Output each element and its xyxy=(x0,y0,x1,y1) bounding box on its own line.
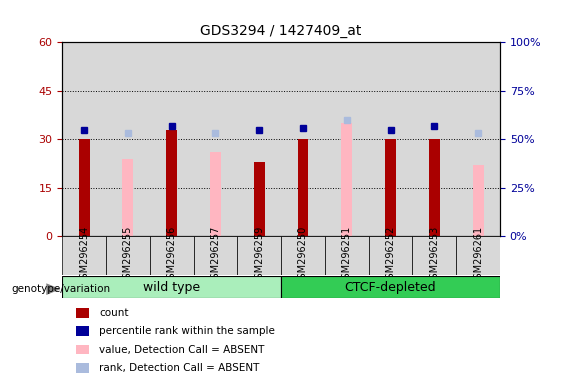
Bar xyxy=(62,276,281,298)
Bar xyxy=(281,276,500,298)
Text: GSM296259: GSM296259 xyxy=(254,226,264,285)
Text: GSM296257: GSM296257 xyxy=(210,226,220,285)
Text: count: count xyxy=(99,308,128,318)
Bar xyxy=(62,42,106,236)
Text: GSM296256: GSM296256 xyxy=(167,226,177,285)
Bar xyxy=(412,236,457,275)
Bar xyxy=(412,42,457,236)
Bar xyxy=(281,236,325,275)
Text: rank, Detection Call = ABSENT: rank, Detection Call = ABSENT xyxy=(99,363,259,373)
Bar xyxy=(457,236,500,275)
Text: GSM296250: GSM296250 xyxy=(298,226,308,285)
Text: GSM296254: GSM296254 xyxy=(79,226,89,285)
Bar xyxy=(106,236,150,275)
Bar xyxy=(325,236,369,275)
Text: GSM296255: GSM296255 xyxy=(123,226,133,285)
Text: wild type: wild type xyxy=(143,281,200,293)
Bar xyxy=(150,42,193,236)
Bar xyxy=(457,42,500,236)
Bar xyxy=(254,162,264,236)
Text: CTCF-depleted: CTCF-depleted xyxy=(345,281,436,293)
Polygon shape xyxy=(46,283,60,295)
Bar xyxy=(298,139,308,236)
Bar xyxy=(369,236,412,275)
Bar xyxy=(123,159,133,236)
Title: GDS3294 / 1427409_at: GDS3294 / 1427409_at xyxy=(201,25,362,38)
Text: GSM296251: GSM296251 xyxy=(342,226,352,285)
Bar xyxy=(325,42,369,236)
Bar xyxy=(150,236,193,275)
Bar xyxy=(237,236,281,275)
Bar xyxy=(62,236,106,275)
Bar xyxy=(193,236,237,275)
Bar xyxy=(385,139,396,236)
Text: genotype/variation: genotype/variation xyxy=(11,284,110,294)
Bar xyxy=(79,139,89,236)
Bar xyxy=(473,165,484,236)
Bar xyxy=(210,152,221,236)
Text: value, Detection Call = ABSENT: value, Detection Call = ABSENT xyxy=(99,345,264,355)
Bar xyxy=(237,42,281,236)
Bar xyxy=(106,42,150,236)
Bar xyxy=(166,129,177,236)
Text: GSM296261: GSM296261 xyxy=(473,226,483,285)
Bar xyxy=(281,42,325,236)
Text: GSM296253: GSM296253 xyxy=(429,226,440,285)
Bar xyxy=(193,42,237,236)
Bar xyxy=(429,139,440,236)
Text: GSM296252: GSM296252 xyxy=(385,226,396,285)
Bar xyxy=(341,123,352,236)
Bar xyxy=(369,42,412,236)
Text: percentile rank within the sample: percentile rank within the sample xyxy=(99,326,275,336)
